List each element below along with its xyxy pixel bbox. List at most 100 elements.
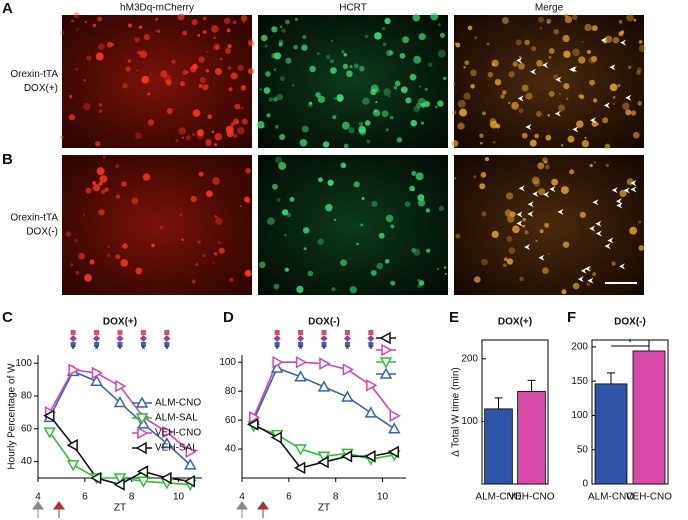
panel-letter: F — [567, 309, 576, 326]
cell — [371, 200, 378, 207]
cell — [84, 273, 92, 282]
cell — [396, 137, 403, 143]
cell — [375, 101, 378, 104]
cell — [182, 69, 188, 75]
cell — [412, 13, 420, 22]
cell — [522, 224, 526, 228]
cell — [531, 176, 540, 185]
data-point — [272, 355, 284, 369]
cell — [98, 181, 103, 186]
x-tick-label: 6 — [82, 492, 88, 503]
cell — [564, 15, 573, 24]
data-point — [136, 465, 149, 478]
cell — [633, 18, 637, 22]
sig-symbol — [140, 330, 146, 335]
cell — [560, 144, 564, 147]
cell — [307, 270, 314, 277]
cell — [467, 25, 473, 31]
arrowhead — [607, 237, 614, 244]
cell — [232, 20, 237, 25]
data-point — [137, 417, 150, 429]
y-tick-label: 100 — [461, 416, 478, 427]
cell — [259, 261, 266, 269]
cell — [538, 188, 546, 196]
cell — [120, 259, 129, 267]
arrowhead — [587, 277, 594, 284]
cell — [535, 239, 538, 242]
row-label: DOX(+) — [24, 83, 58, 94]
cell — [382, 42, 387, 47]
cell — [544, 222, 550, 228]
cell — [547, 21, 550, 24]
cell — [378, 232, 385, 239]
cell — [212, 177, 220, 185]
cell — [329, 58, 335, 64]
data-point — [160, 437, 174, 449]
arrowhead — [625, 94, 632, 101]
cell — [343, 143, 349, 149]
cell — [502, 90, 507, 95]
cell — [374, 32, 382, 40]
cell — [521, 132, 528, 139]
cell — [207, 114, 213, 119]
cell — [106, 41, 113, 48]
cell — [504, 209, 512, 217]
cell — [638, 40, 643, 44]
cell — [413, 105, 421, 113]
cell — [82, 213, 86, 216]
cell — [529, 139, 537, 147]
cell — [197, 240, 201, 244]
cell — [413, 248, 421, 256]
data-point — [319, 357, 331, 370]
y-tick-label: 40 — [21, 456, 33, 467]
cell — [566, 97, 569, 100]
cell — [136, 69, 139, 72]
cell — [233, 118, 239, 125]
cell — [259, 88, 262, 91]
cell — [95, 52, 104, 61]
arrowhead — [589, 117, 596, 124]
cell — [227, 66, 232, 70]
cell — [240, 204, 243, 207]
arrowhead — [623, 187, 630, 194]
chart-title: DOX(-) — [308, 317, 340, 328]
cell — [226, 28, 231, 33]
cell — [92, 181, 96, 185]
cell — [438, 205, 445, 212]
annotation: * — [299, 345, 303, 356]
cell — [236, 126, 245, 135]
cell — [241, 118, 248, 125]
cell — [237, 64, 244, 71]
cell — [212, 261, 215, 264]
cell — [75, 28, 79, 31]
cell — [584, 23, 592, 32]
micrograph — [258, 15, 448, 148]
cell — [141, 75, 150, 84]
arrowhead — [584, 265, 591, 272]
cell — [213, 36, 216, 39]
cell — [86, 55, 92, 61]
cell — [536, 59, 543, 67]
cell — [360, 223, 364, 227]
cell — [388, 50, 394, 56]
cell — [309, 101, 313, 105]
cell — [637, 220, 642, 224]
row-label: DOX(-) — [26, 227, 58, 238]
x-tick-label: 8 — [129, 492, 135, 503]
annotation: * — [275, 345, 279, 356]
cell — [539, 27, 543, 30]
cell — [276, 197, 281, 202]
legend-label: ALM-CNO — [155, 398, 201, 409]
bar — [594, 383, 628, 485]
cell — [278, 161, 287, 170]
sig-symbol — [163, 334, 171, 343]
cell — [182, 30, 188, 36]
arrowhead — [518, 185, 525, 192]
cell — [196, 129, 205, 137]
cell — [356, 242, 359, 246]
cell — [596, 123, 599, 126]
cell — [502, 263, 507, 268]
cell — [362, 97, 370, 105]
cell — [415, 102, 422, 109]
y-tick-label: 100 — [219, 357, 236, 368]
